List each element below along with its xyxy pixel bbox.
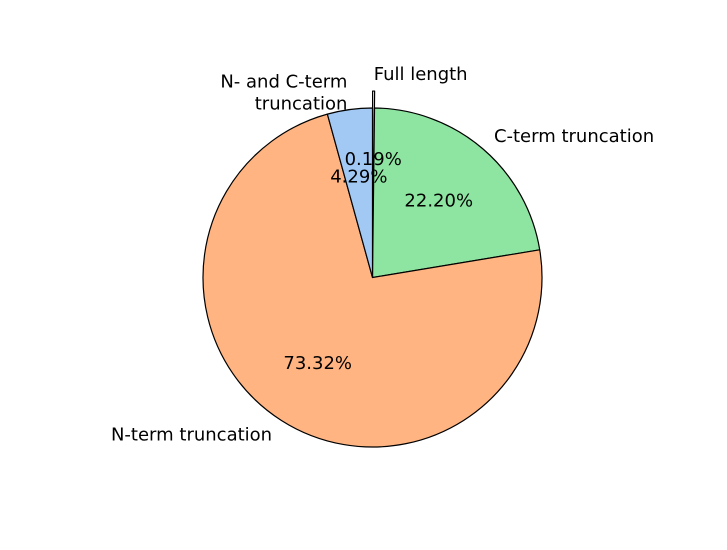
slice-label-3-line: truncation bbox=[255, 94, 348, 115]
pie-slice-2 bbox=[202, 113, 543, 448]
slice-label-0-line: Full length bbox=[374, 64, 468, 85]
slice-label-3: N- and C-term truncation bbox=[220, 72, 347, 115]
slice-pct-2-line: 73.32% bbox=[283, 353, 352, 374]
slice-label-0: Full length bbox=[374, 64, 468, 85]
pie-slice-1 bbox=[371, 107, 541, 279]
slice-label-3-line: N- and C-term bbox=[220, 72, 347, 93]
pie-slice-3 bbox=[326, 107, 374, 279]
slice-pct-1: 22.20% bbox=[404, 190, 473, 211]
slice-pct-0-line: 0.19% bbox=[345, 149, 402, 170]
pie-labels: Full length 0.19% C-term truncation 22.20% N… bbox=[111, 64, 654, 446]
slice-label-1: C-term truncation bbox=[494, 126, 654, 147]
slice-pct-3: 4.29% bbox=[330, 167, 387, 188]
slice-pct-3-line: 4.29% bbox=[330, 167, 387, 188]
slice-pct-0: 0.19% bbox=[345, 149, 402, 170]
slice-label-1-line: C-term truncation bbox=[494, 126, 654, 147]
pie-slices bbox=[202, 90, 543, 448]
slice-label-2-line: N-term truncation bbox=[111, 425, 272, 446]
slice-label-2: N-term truncation bbox=[111, 425, 272, 446]
slice-pct-2: 73.32% bbox=[283, 353, 352, 374]
slice-pct-1-line: 22.20% bbox=[404, 190, 473, 211]
